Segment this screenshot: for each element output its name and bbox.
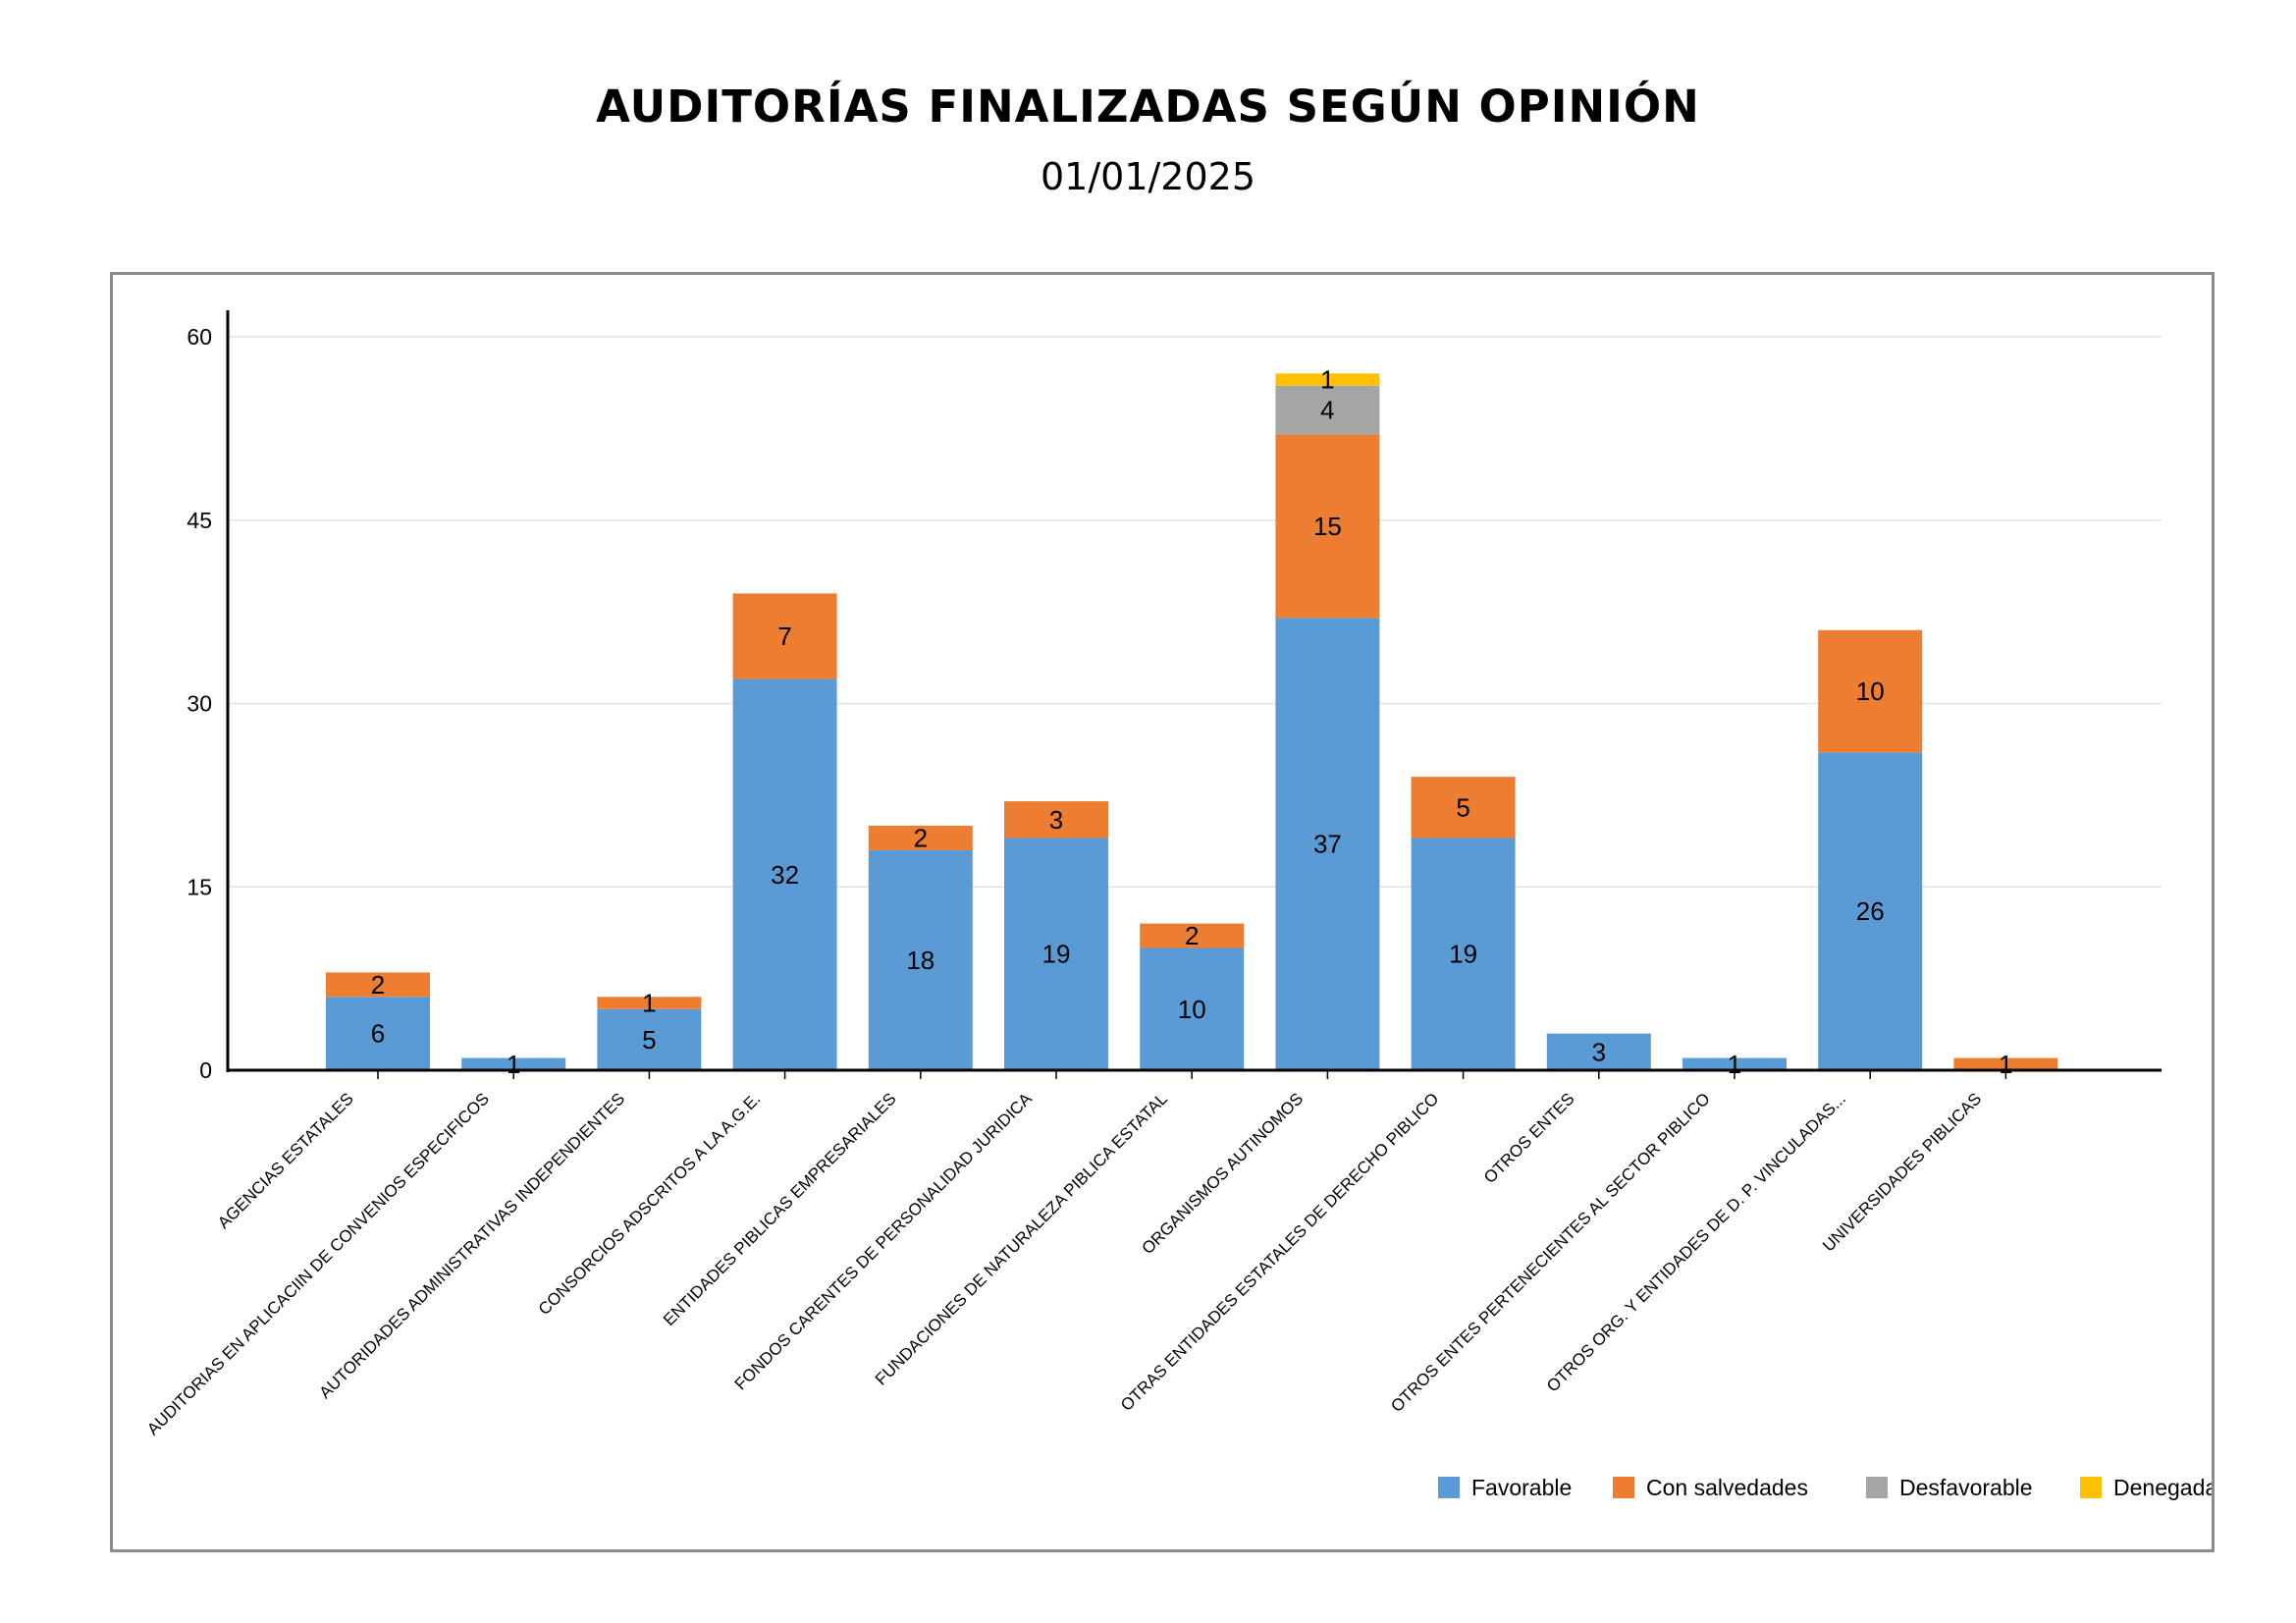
bar-segment <box>1411 777 1516 839</box>
chart-title: AUDITORÍAS FINALIZADAS SEGÚN OPINIÓN <box>596 81 1700 133</box>
y-tick-label: 0 <box>199 1057 212 1083</box>
legend-swatch <box>1866 1477 1888 1498</box>
data-label: 2 <box>914 823 928 852</box>
bar-segment <box>1004 801 1108 839</box>
data-label: 10 <box>1178 995 1206 1024</box>
bar-segment <box>868 849 973 1070</box>
bar-segment <box>1818 752 1923 1070</box>
legend-label: Con salvedades <box>1646 1475 1808 1500</box>
data-label: 1 <box>642 989 656 1018</box>
x-category-label: OTROS ENTES <box>1480 1089 1578 1187</box>
data-label: 37 <box>1313 830 1342 859</box>
data-label: 6 <box>371 1019 385 1049</box>
x-category-label: FUNDACIONES DE NATURALEZA PIBLICA ESTATA… <box>872 1089 1171 1388</box>
legend-swatch <box>2080 1477 2102 1498</box>
data-label: 26 <box>1856 896 1885 926</box>
x-category-label: OTROS ORG. Y ENTIDADES DE D. P. VINCULAD… <box>1543 1089 1849 1395</box>
bar-segment <box>1140 947 1245 1070</box>
bar-segment <box>1546 1033 1651 1070</box>
legend-label: Desfavorable <box>1899 1475 2033 1500</box>
y-tick-label: 30 <box>187 691 212 717</box>
x-category-label: UNIVERSIDADES PIBLICAS <box>1819 1089 1985 1255</box>
y-tick-label: 45 <box>187 508 212 533</box>
bar-segment <box>461 1057 566 1070</box>
data-label: 3 <box>1592 1037 1606 1066</box>
bar-segment <box>1953 1057 2058 1070</box>
chart-frame: 0 15 30 45 60 6 2 AGENCIAS ESTATALES 1 AUDITORIAS… <box>110 272 2215 1552</box>
data-label: 4 <box>1320 396 1334 425</box>
data-label: 19 <box>1449 940 1477 969</box>
bar-segment <box>326 997 430 1070</box>
data-label: 10 <box>1856 676 1885 706</box>
x-category-label: OTROS ENTES PERTENECIENTES AL SECTOR PIB… <box>1387 1089 1714 1416</box>
y-tick-label: 60 <box>187 324 212 350</box>
data-label: 19 <box>1042 940 1071 969</box>
bar-segment <box>597 997 702 1009</box>
data-label: 5 <box>1456 792 1469 822</box>
bar-segment <box>1682 1057 1787 1070</box>
data-label: 5 <box>642 1025 656 1055</box>
bar-segment <box>1275 385 1380 435</box>
bar-segment <box>1140 923 1245 948</box>
y-tick-label: 15 <box>187 874 212 899</box>
data-label: 2 <box>1185 921 1199 950</box>
bar-segment <box>732 678 837 1070</box>
x-category-label: AUTORIDADES ADMINISTRATIVAS INDEPENDIENT… <box>316 1089 629 1402</box>
legend-swatch <box>1438 1477 1460 1498</box>
x-category-label: CONSORCIOS ADSCRITOS A LA A.G.E. <box>535 1089 765 1319</box>
x-category-label: AGENCIAS ESTATALES <box>214 1089 357 1232</box>
bar-segment <box>1275 618 1380 1070</box>
bar-segment <box>1004 838 1108 1070</box>
bar-segment <box>1818 629 1923 753</box>
data-label: 18 <box>906 946 934 975</box>
data-label: 1 <box>1320 365 1334 395</box>
bar-segment <box>1411 838 1516 1070</box>
bar-segment <box>326 972 430 998</box>
chart-subtitle: 01/01/2025 <box>1040 155 1256 198</box>
x-category-label: ENTIDADES PIBLICAS EMPRESARIALES <box>660 1089 900 1329</box>
legend-swatch <box>1613 1477 1634 1498</box>
x-category-label: OTRAS ENTIDADES ESTATALES DE DERECHO PIB… <box>1117 1089 1442 1414</box>
bar-segment <box>1275 434 1380 619</box>
x-category-label: FONDOS CARENTES DE PERSONALIDAD JURIDICA <box>731 1089 1036 1393</box>
data-label: 2 <box>371 970 385 1000</box>
legend-label: Denegada <box>2113 1475 2212 1500</box>
bar-segment <box>732 593 837 679</box>
bar-segment <box>597 1008 702 1070</box>
bar-segment <box>868 826 973 850</box>
x-category-label: ORGANISMOS AUTINOMOS <box>1139 1089 1308 1258</box>
data-label: 3 <box>1049 805 1063 835</box>
data-label: 15 <box>1313 512 1342 541</box>
legend-label: Favorable <box>1471 1475 1572 1500</box>
bar-segment <box>1275 373 1380 386</box>
data-label: 32 <box>771 860 799 890</box>
data-label: 7 <box>777 622 791 651</box>
